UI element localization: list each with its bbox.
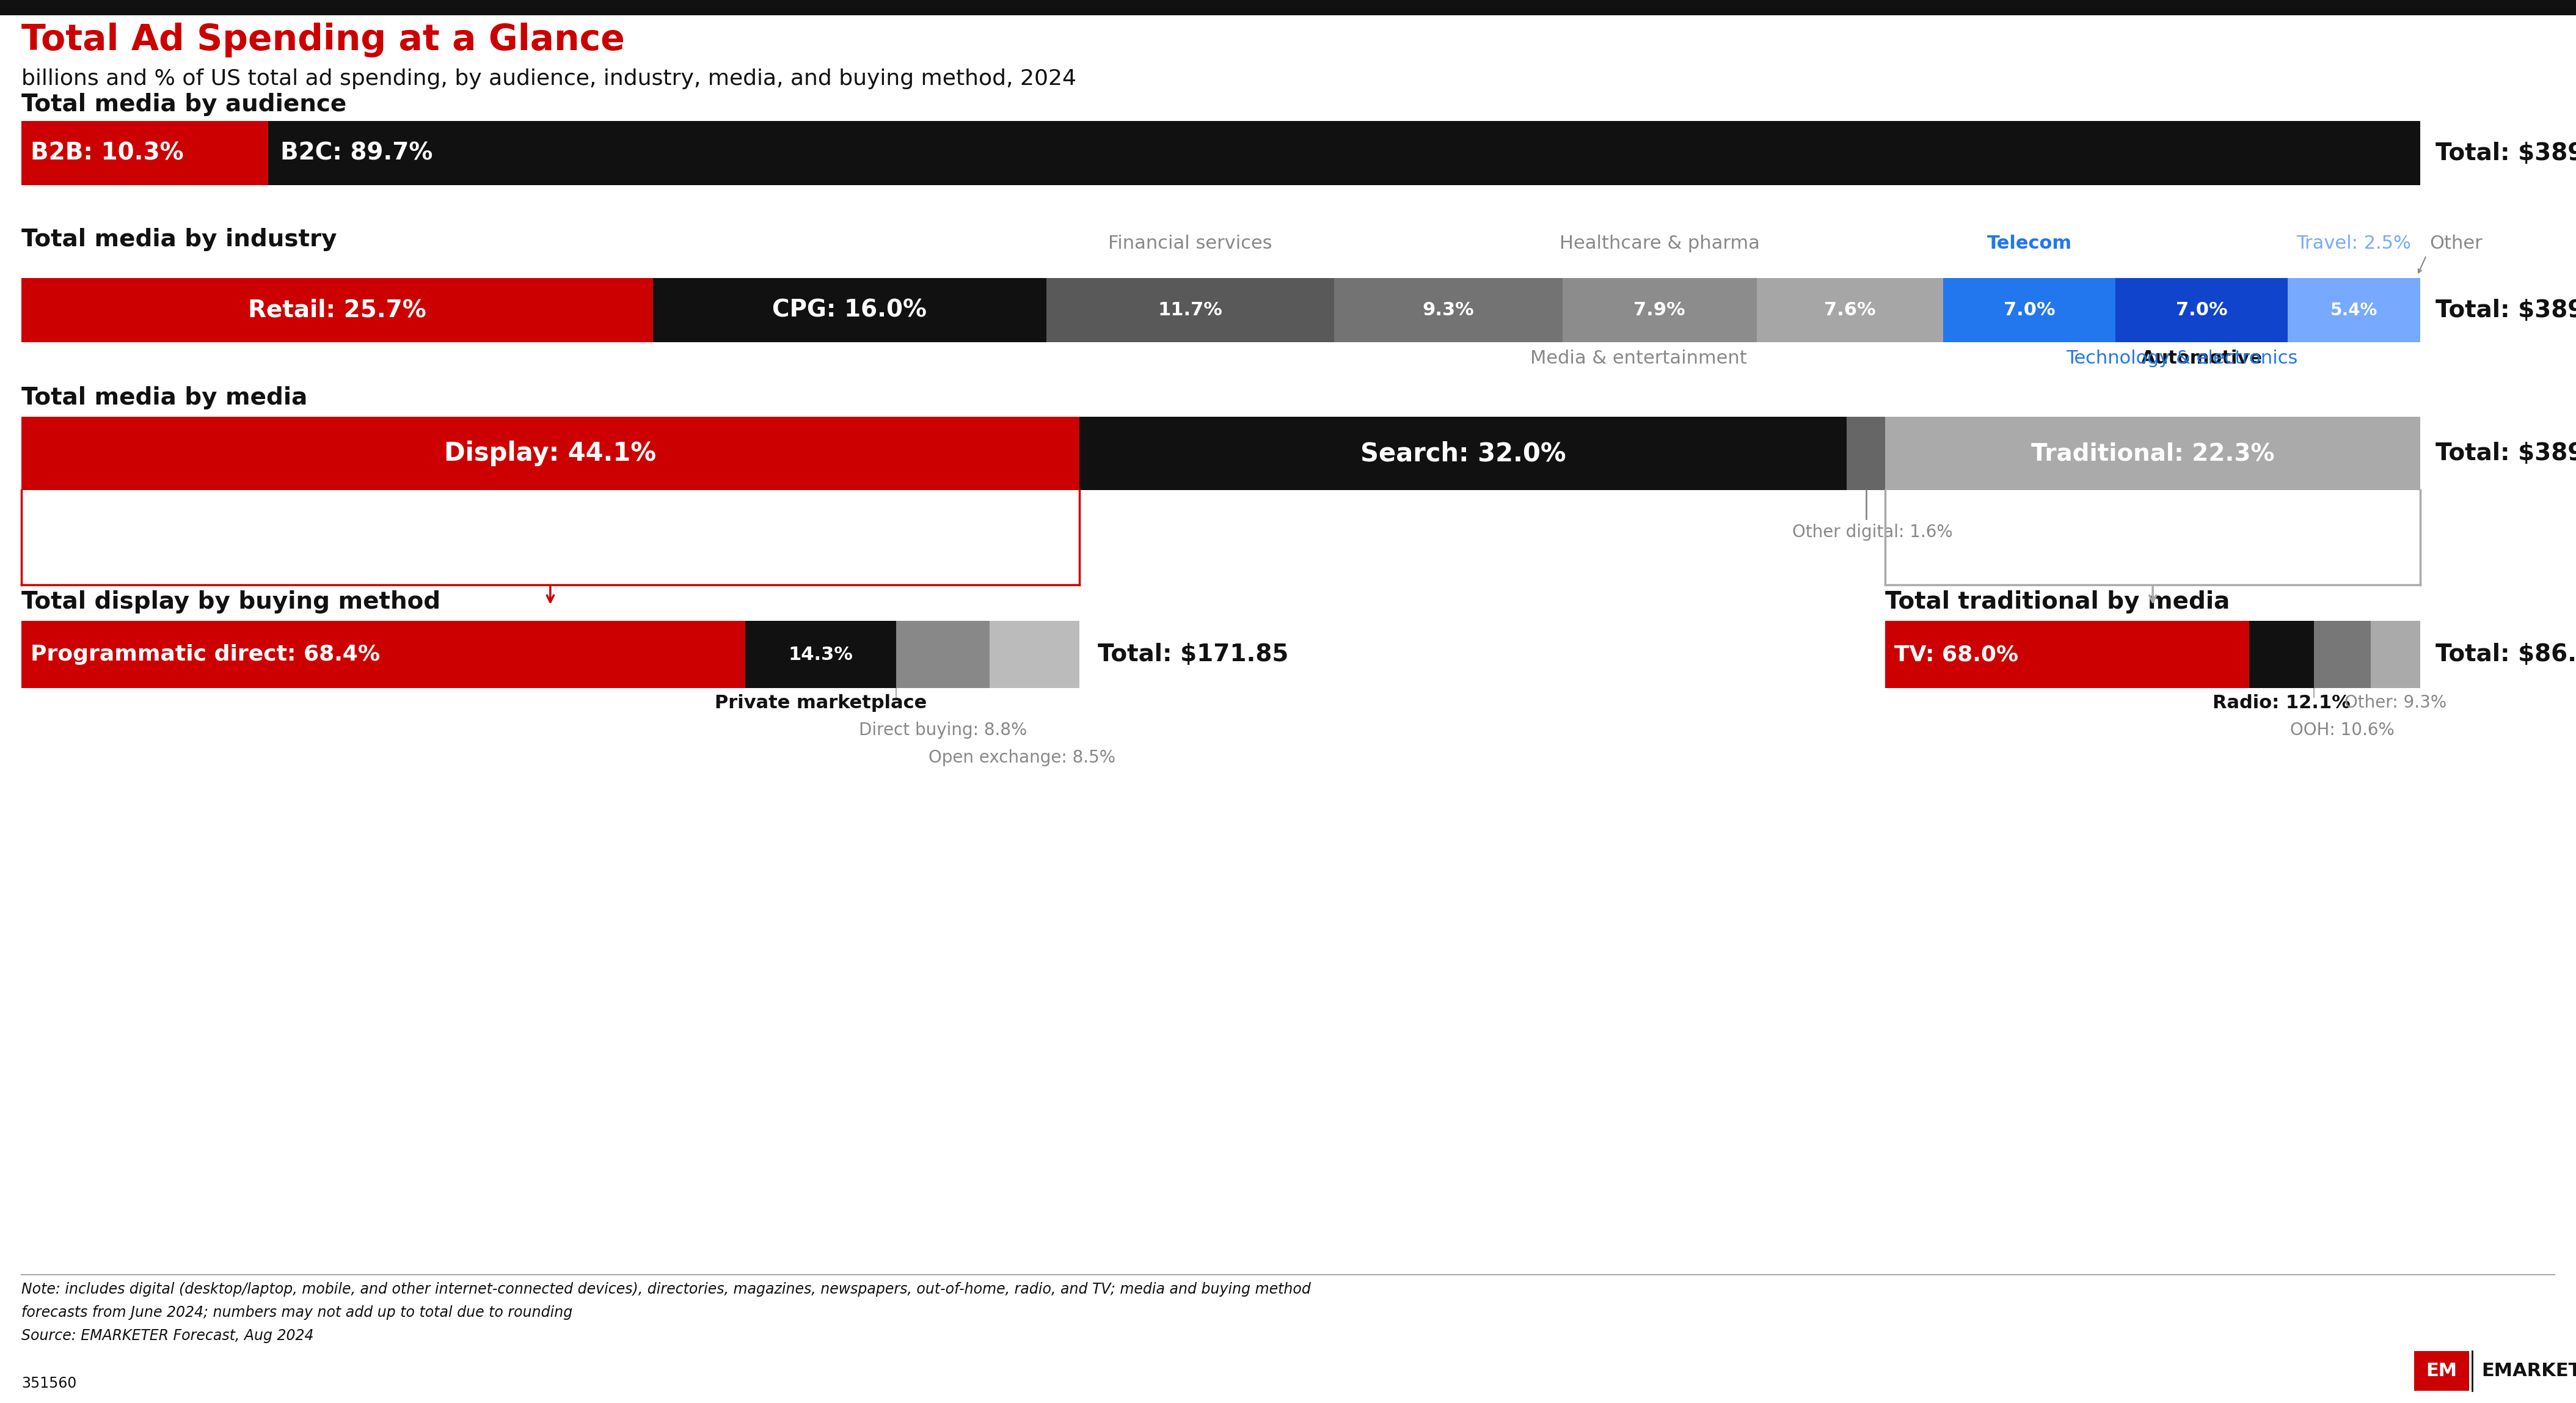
Text: Total Ad Spending at a Glance: Total Ad Spending at a Glance <box>21 22 626 58</box>
FancyBboxPatch shape <box>1757 278 1942 342</box>
Text: Retail: 25.7%: Retail: 25.7% <box>247 299 425 321</box>
Text: Radio: 12.1%: Radio: 12.1% <box>2213 694 2349 711</box>
FancyBboxPatch shape <box>1847 417 1886 490</box>
FancyBboxPatch shape <box>896 622 989 687</box>
Text: Programmatic direct: 68.4%: Programmatic direct: 68.4% <box>31 644 381 665</box>
Text: Note: includes digital (desktop/laptop, mobile, and other internet-connected dev: Note: includes digital (desktop/laptop, … <box>21 1282 1311 1296</box>
Text: Telecom: Telecom <box>1986 234 2071 253</box>
Text: 351560: 351560 <box>21 1376 77 1390</box>
Text: 7.9%: 7.9% <box>1633 302 1685 318</box>
Text: TV: 68.0%: TV: 68.0% <box>1893 644 2020 665</box>
Text: Travel: 2.5%: Travel: 2.5% <box>2295 234 2411 253</box>
Text: CPG: 16.0%: CPG: 16.0% <box>773 299 927 321</box>
FancyBboxPatch shape <box>21 622 744 687</box>
Text: B2C: 89.7%: B2C: 89.7% <box>281 142 433 164</box>
FancyBboxPatch shape <box>1886 622 2249 687</box>
Text: Total media by audience: Total media by audience <box>21 93 348 116</box>
FancyBboxPatch shape <box>2115 278 2287 342</box>
FancyBboxPatch shape <box>2313 622 2370 687</box>
Text: Technology & electronics: Technology & electronics <box>2066 349 2298 368</box>
Text: Open exchange: 8.5%: Open exchange: 8.5% <box>927 749 1115 766</box>
Text: 5.4%: 5.4% <box>2331 302 2378 318</box>
Text: Other: 9.3%: Other: 9.3% <box>2344 694 2447 711</box>
Text: 7.0%: 7.0% <box>2177 302 2228 318</box>
FancyBboxPatch shape <box>2249 622 2313 687</box>
FancyBboxPatch shape <box>268 121 2421 185</box>
FancyBboxPatch shape <box>989 622 1079 687</box>
Text: Traditional: 22.3%: Traditional: 22.3% <box>2030 442 2275 464</box>
FancyBboxPatch shape <box>1079 417 1847 490</box>
Text: B2B: 10.3%: B2B: 10.3% <box>31 142 183 164</box>
Text: Source: EMARKETER Forecast, Aug 2024: Source: EMARKETER Forecast, Aug 2024 <box>21 1329 314 1343</box>
Text: Private marketplace: Private marketplace <box>714 694 927 711</box>
Text: Direct buying: 8.8%: Direct buying: 8.8% <box>858 721 1028 739</box>
Text: Other: Other <box>2429 234 2483 253</box>
Text: Total display by buying method: Total display by buying method <box>21 591 440 613</box>
FancyBboxPatch shape <box>1886 417 2421 490</box>
FancyBboxPatch shape <box>2370 622 2421 687</box>
Text: Total traditional by media: Total traditional by media <box>1886 591 2231 613</box>
Text: 9.3%: 9.3% <box>1422 302 1473 318</box>
FancyBboxPatch shape <box>1942 278 2115 342</box>
Text: Total media by media: Total media by media <box>21 386 307 410</box>
Text: Total: $171.85: Total: $171.85 <box>1097 643 1288 666</box>
FancyBboxPatch shape <box>21 121 268 185</box>
Text: Media & entertainment: Media & entertainment <box>1530 349 1747 368</box>
Text: Total: $389.49: Total: $389.49 <box>2434 442 2576 464</box>
FancyBboxPatch shape <box>2287 278 2421 342</box>
Text: Search: 32.0%: Search: 32.0% <box>1360 441 1566 466</box>
Text: 11.7%: 11.7% <box>1157 302 1224 318</box>
Text: 7.0%: 7.0% <box>2004 302 2056 318</box>
Text: EM: EM <box>2427 1362 2458 1379</box>
Text: Total media by industry: Total media by industry <box>21 227 337 251</box>
Text: OOH: 10.6%: OOH: 10.6% <box>2290 721 2393 739</box>
Text: Display: 44.1%: Display: 44.1% <box>443 441 657 466</box>
Text: 7.6%: 7.6% <box>1824 302 1875 318</box>
Text: Healthcare & pharma: Healthcare & pharma <box>1558 234 1759 253</box>
Text: billions and % of US total ad spending, by audience, industry, media, and buying: billions and % of US total ad spending, … <box>21 69 1077 90</box>
Text: Financial services: Financial services <box>1108 234 1273 253</box>
FancyBboxPatch shape <box>1564 278 1757 342</box>
Text: Total: $86.72: Total: $86.72 <box>2434 643 2576 666</box>
Text: 14.3%: 14.3% <box>788 645 853 664</box>
FancyBboxPatch shape <box>0 0 2576 15</box>
Text: Total: $389.49: Total: $389.49 <box>2434 142 2576 164</box>
FancyBboxPatch shape <box>1046 278 1334 342</box>
FancyBboxPatch shape <box>744 622 896 687</box>
FancyBboxPatch shape <box>1334 278 1564 342</box>
FancyBboxPatch shape <box>654 278 1046 342</box>
Text: Total: $389.49: Total: $389.49 <box>2434 299 2576 321</box>
Text: forecasts from June 2024; numbers may not add up to total due to rounding: forecasts from June 2024; numbers may no… <box>21 1305 572 1320</box>
Text: Automotive: Automotive <box>2141 349 2262 368</box>
FancyBboxPatch shape <box>21 278 654 342</box>
FancyBboxPatch shape <box>21 417 1079 490</box>
Text: Other digital: 1.6%: Other digital: 1.6% <box>1793 523 1953 540</box>
Text: EMARKETER: EMARKETER <box>2481 1362 2576 1379</box>
FancyBboxPatch shape <box>2414 1351 2470 1390</box>
